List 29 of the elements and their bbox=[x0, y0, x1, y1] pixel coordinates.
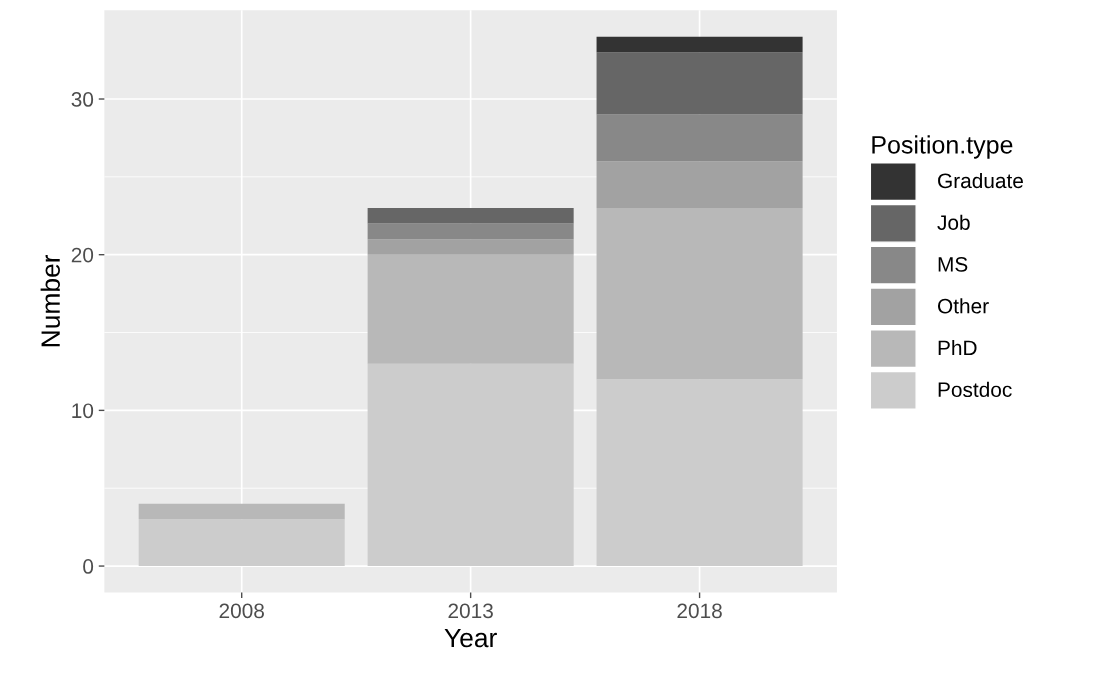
bar bbox=[596, 207, 803, 380]
legend-label: PhD bbox=[938, 339, 977, 356]
x-axis-title: Year bbox=[444, 628, 497, 648]
legend-label: Postdoc bbox=[938, 381, 1012, 398]
bar bbox=[596, 114, 803, 162]
bar bbox=[596, 379, 803, 567]
y-tick-label: 0 bbox=[83, 559, 94, 574]
bar bbox=[367, 223, 574, 240]
bar bbox=[367, 207, 574, 224]
bar bbox=[367, 239, 574, 255]
legend-label: Job bbox=[937, 214, 970, 230]
bar bbox=[596, 52, 803, 115]
bar bbox=[596, 161, 803, 208]
y-tick-label: 20 bbox=[71, 247, 94, 263]
x-tick-label: 2008 bbox=[219, 603, 264, 619]
legend-title: Position.type bbox=[872, 135, 1013, 159]
legend-label: MS bbox=[938, 257, 968, 272]
x-tick-label: 2018 bbox=[677, 603, 722, 619]
y-axis-title: Number bbox=[40, 254, 60, 347]
bar bbox=[596, 36, 803, 53]
x-tick-label: 2013 bbox=[448, 603, 493, 619]
legend-label: Graduate bbox=[938, 172, 1023, 189]
bar bbox=[367, 363, 574, 567]
bar bbox=[367, 254, 574, 364]
y-tick-label: 10 bbox=[72, 403, 94, 419]
bar bbox=[138, 519, 345, 567]
legend-label: Other bbox=[937, 298, 989, 314]
y-tick-label: 30 bbox=[71, 92, 94, 107]
bar bbox=[138, 503, 345, 520]
